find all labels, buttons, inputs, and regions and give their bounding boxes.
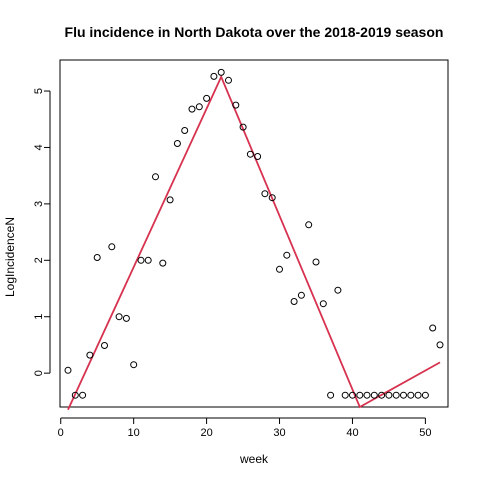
x-tick-label: 30	[273, 427, 285, 439]
data-point	[414, 391, 422, 399]
data-point	[261, 190, 269, 198]
data-point	[378, 391, 386, 399]
x-tick-label: 40	[346, 427, 358, 439]
y-tick-label: 5	[33, 88, 45, 94]
fit-lines	[67, 74, 441, 411]
data-point	[159, 259, 167, 267]
data-point	[166, 196, 174, 204]
y-axis: 0 1 2 3 4 5	[33, 88, 51, 376]
data-point	[334, 286, 342, 294]
x-tick-label: 10	[128, 427, 140, 439]
data-point	[283, 251, 291, 259]
data-point	[210, 72, 218, 80]
data-point	[436, 341, 444, 349]
y-tick-label: 2	[33, 257, 45, 263]
data-point	[312, 258, 320, 266]
data-point	[297, 291, 305, 299]
y-tick-label: 4	[33, 144, 45, 150]
data-point	[173, 140, 181, 147]
y-tick-label: 3	[33, 201, 45, 207]
data-point	[225, 76, 232, 84]
data-point	[319, 300, 327, 308]
data-point	[181, 127, 189, 134]
data-point	[385, 391, 393, 399]
data-point	[349, 391, 356, 399]
data-point	[246, 150, 254, 158]
data-point	[341, 391, 349, 399]
x-axis-label: week	[239, 452, 269, 466]
data-point	[392, 391, 400, 399]
data-point	[276, 265, 283, 273]
data-point	[122, 314, 130, 322]
data-point	[327, 391, 335, 399]
data-point	[356, 391, 364, 399]
data-point	[268, 194, 276, 202]
data-point	[421, 391, 429, 399]
data-points	[64, 68, 444, 399]
x-tick-label: 0	[58, 427, 64, 439]
data-point	[144, 256, 152, 264]
data-point	[305, 221, 313, 229]
data-point	[93, 254, 101, 261]
y-axis-label: LogIncidenceN	[3, 217, 17, 297]
data-point	[71, 391, 79, 399]
data-point	[152, 173, 159, 181]
data-point	[239, 123, 247, 131]
data-point	[407, 391, 415, 399]
data-point	[254, 153, 262, 160]
data-point	[108, 243, 116, 251]
data-point	[290, 298, 298, 305]
data-point	[79, 391, 87, 399]
data-point	[86, 351, 94, 359]
data-point	[64, 366, 72, 374]
data-point	[130, 361, 138, 369]
plot-box	[59, 59, 449, 408]
data-point	[370, 391, 378, 399]
x-tick-label: 20	[200, 427, 212, 439]
data-point	[363, 391, 371, 399]
data-point	[232, 101, 240, 109]
y-tick-label: 1	[33, 314, 45, 320]
y-tick-label: 0	[33, 370, 45, 376]
data-point	[115, 313, 123, 321]
chart-title: Flu incidence in North Dakota over the 2…	[65, 24, 444, 40]
data-point	[203, 94, 211, 102]
data-point	[195, 103, 203, 111]
data-point	[188, 105, 196, 113]
data-point	[429, 324, 437, 332]
x-axis: 0 10 20 30 40 50	[58, 417, 432, 439]
data-point	[217, 68, 225, 76]
data-point	[400, 391, 407, 399]
x-tick-label: 50	[419, 427, 431, 439]
fit-line	[67, 74, 441, 411]
data-point	[101, 342, 108, 349]
data-point	[137, 256, 145, 264]
